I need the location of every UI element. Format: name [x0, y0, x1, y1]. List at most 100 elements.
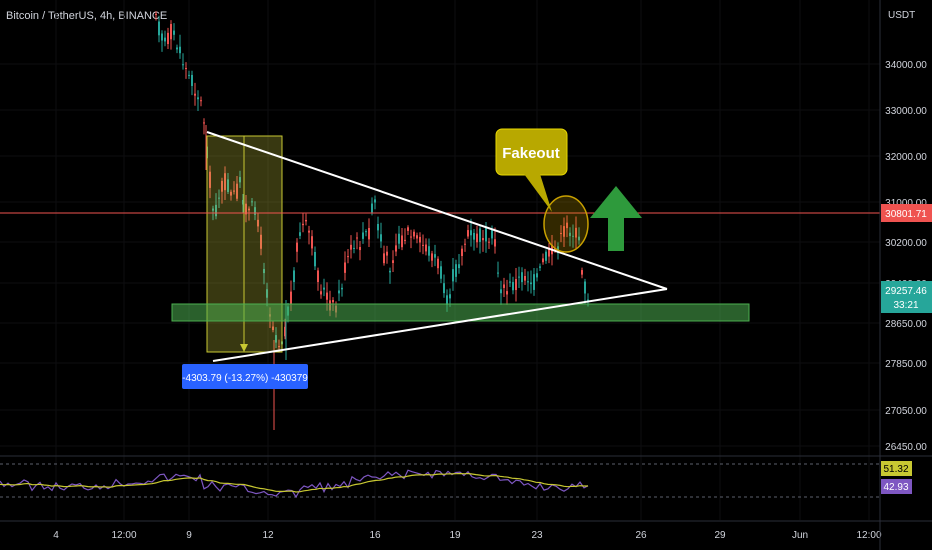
- candle-body: [380, 234, 382, 242]
- fakeout-label: Fakeout: [502, 145, 560, 162]
- candle-body: [332, 299, 334, 303]
- candle-body: [257, 219, 259, 227]
- candle-body: [194, 93, 196, 96]
- candle-body: [314, 251, 316, 267]
- triangle-upper-line[interactable]: [206, 131, 668, 290]
- candle-body: [293, 270, 295, 283]
- candle-body: [347, 256, 349, 258]
- candle-body: [344, 262, 346, 273]
- price-tick-label: 31000.00: [885, 198, 927, 209]
- candle-body: [479, 228, 481, 242]
- candle-body: [524, 275, 526, 281]
- candle-body: [374, 199, 376, 203]
- candle-body: [473, 232, 475, 240]
- candle-body: [467, 230, 469, 237]
- candle-body: [533, 274, 535, 290]
- time-tick-label: 29: [714, 530, 726, 541]
- candle-body: [167, 32, 169, 45]
- candle-body: [452, 269, 454, 282]
- price-axis: 34000.00 33000.00 32000.00 31000.00 30200.00…: [885, 60, 927, 453]
- candle-body: [170, 24, 172, 40]
- candle-body: [536, 273, 538, 278]
- candle-body: [311, 236, 313, 249]
- candle-body: [458, 264, 460, 269]
- candle-body: [179, 46, 181, 54]
- candle-body: [326, 292, 328, 300]
- fakeout-ellipse[interactable]: [543, 195, 589, 253]
- measure-arrowhead: [240, 344, 248, 352]
- candle-body: [182, 64, 184, 66]
- candle-body: [545, 251, 547, 261]
- time-tick-label: 23: [531, 530, 543, 541]
- rsi-value-2: 42.93: [883, 482, 908, 493]
- triangle-lower-line[interactable]: [212, 288, 668, 362]
- candle-body: [356, 237, 358, 239]
- candle-body: [209, 171, 211, 188]
- candle-body: [428, 246, 430, 256]
- candle-body: [173, 30, 175, 35]
- candle-body: [353, 247, 355, 249]
- candle-body: [587, 299, 589, 301]
- candle-body: [410, 236, 412, 238]
- candle-body: [176, 47, 178, 50]
- price-tick-label: 26450.00: [885, 442, 927, 453]
- time-tick-label: 9: [186, 530, 192, 541]
- candle-body: [572, 235, 574, 237]
- candle-body: [518, 276, 520, 278]
- candle-body: [515, 279, 517, 291]
- candle-body: [485, 226, 487, 242]
- candle-body: [521, 272, 523, 283]
- candle-body: [359, 247, 361, 251]
- candles-layer: [155, 11, 589, 430]
- time-tick-label: 12:00: [111, 530, 136, 541]
- support-zone[interactable]: [171, 303, 750, 322]
- price-axis-unit: USDT: [888, 10, 916, 21]
- candle-body: [218, 197, 220, 199]
- candle-body: [422, 244, 424, 246]
- candle-body: [539, 266, 541, 268]
- candle-body: [578, 236, 580, 241]
- candle-body: [464, 243, 466, 245]
- candle-body: [368, 228, 370, 240]
- candle-body: [275, 335, 277, 343]
- candle-body: [362, 232, 364, 239]
- candle-body: [350, 244, 352, 250]
- candle-body: [341, 287, 343, 290]
- rsi-line: [0, 469, 589, 499]
- candle-body: [446, 295, 448, 305]
- candle-body: [185, 67, 187, 70]
- candle-body: [203, 122, 205, 124]
- last-price-badge: 29257.46 33:21: [881, 281, 932, 313]
- candle-body: [254, 207, 256, 215]
- candle-body: [224, 173, 226, 191]
- candle-body: [305, 219, 307, 222]
- rsi-value-badge-1: 51.32: [881, 461, 912, 476]
- candle-body: [296, 242, 298, 252]
- candle-body: [431, 253, 433, 261]
- candle-body: [227, 179, 229, 192]
- candle-body: [413, 231, 415, 237]
- rsi-value-badge-2: 42.93: [881, 479, 912, 494]
- candle-body: [425, 244, 427, 252]
- time-tick-label: Jun: [792, 530, 808, 541]
- candle-countdown: 33:21: [893, 300, 918, 311]
- candle-body: [200, 100, 202, 102]
- price-tick-label: 27850.00: [885, 359, 927, 370]
- candle-body: [434, 254, 436, 258]
- candle-body: [530, 282, 532, 285]
- measure-badge: -4303.79 (-13.27%) -430379: [182, 364, 308, 389]
- chart-grid: [0, 0, 880, 520]
- candle-body: [233, 190, 235, 192]
- candle-body: [506, 291, 508, 295]
- candle-body: [542, 258, 544, 263]
- candle-body: [437, 258, 439, 269]
- price-tick-label: 32000.00: [885, 152, 927, 163]
- candle-body: [155, 14, 157, 16]
- fakeout-callout[interactable]: Fakeout: [495, 128, 568, 212]
- candle-body: [548, 247, 550, 257]
- candle-body: [440, 266, 442, 279]
- candle-body: [212, 208, 214, 211]
- up-arrow-icon: [590, 186, 642, 251]
- candle-body: [266, 289, 268, 298]
